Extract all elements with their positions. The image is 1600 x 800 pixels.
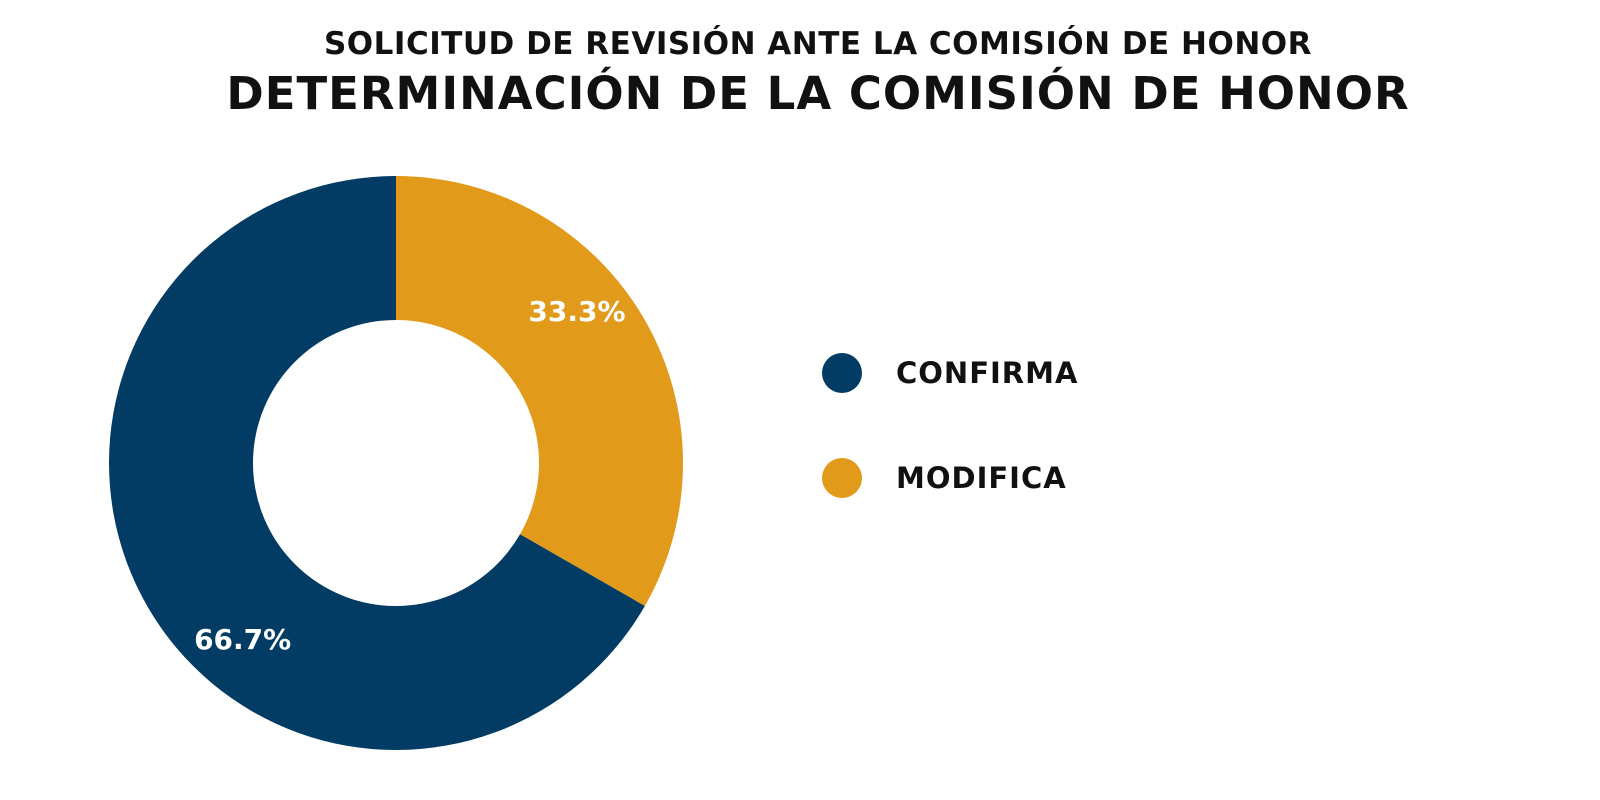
chart-subtitle: SOLICITUD DE REVISIÓN ANTE LA COMISIÓN D…: [323, 26, 1312, 62]
legend-swatch-modifica: [822, 458, 862, 498]
data-label-modifica: 33.3%: [528, 295, 625, 328]
data-label-confirma: 66.7%: [194, 623, 291, 656]
legend-item-confirma: CONFIRMA: [822, 352, 1078, 394]
legend-item-modifica: MODIFICA: [822, 457, 1078, 499]
donut-slice-confirma: [109, 176, 645, 750]
chart-legend: CONFIRMA MODIFICA: [822, 352, 1078, 562]
legend-swatch-confirma: [822, 353, 862, 393]
chart-title: DETERMINACIÓN DE LA COMISIÓN DE HONOR: [226, 67, 1410, 120]
chart-titles: SOLICITUD DE REVISIÓN ANTE LA COMISIÓN D…: [0, 22, 1600, 122]
donut-slice-modifica: [396, 176, 683, 606]
legend-label-confirma: CONFIRMA: [896, 356, 1079, 390]
donut-chart: 33.3% 66.7%: [109, 176, 683, 750]
legend-label-modifica: MODIFICA: [896, 461, 1067, 495]
